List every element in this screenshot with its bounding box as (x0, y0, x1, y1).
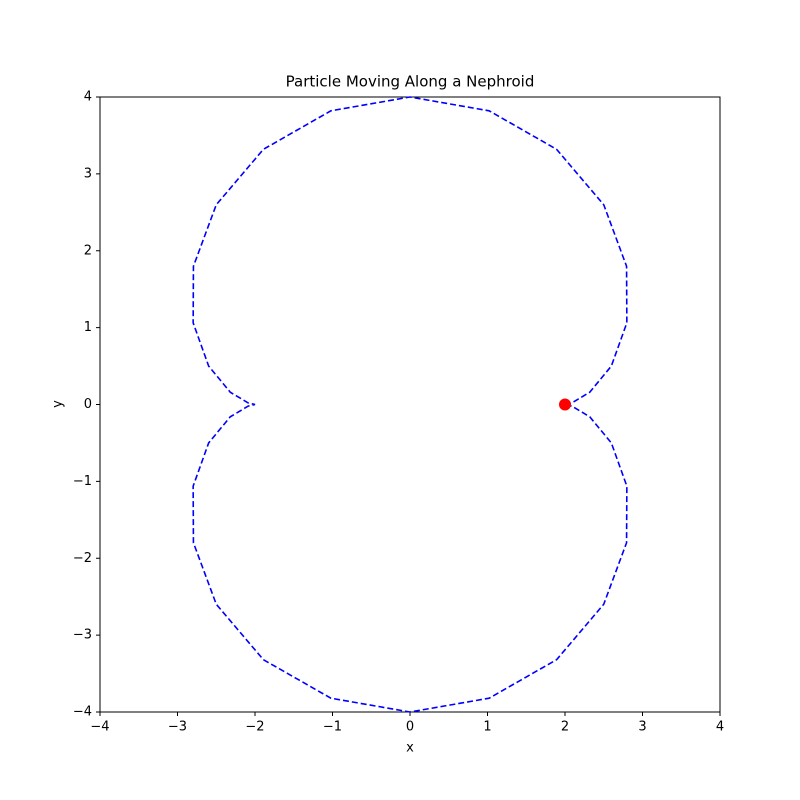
y-tick-label: 2 (84, 243, 92, 258)
particle (559, 398, 571, 411)
y-axis-label: y (51, 400, 66, 408)
y-tick-label: −2 (73, 551, 92, 566)
x-tick-label: 1 (483, 720, 491, 735)
x-tick-label: −3 (168, 720, 187, 735)
y-tick-label: −3 (73, 628, 92, 643)
plot-frame (99, 96, 721, 713)
y-tick-label: 0 (84, 397, 92, 412)
x-tick-label: −1 (323, 720, 342, 735)
x-tick-label: 0 (406, 720, 414, 735)
x-tick-label: −4 (90, 720, 109, 735)
x-tick-label: 2 (561, 720, 569, 735)
y-tick-label: −4 (73, 705, 92, 720)
y-tick-label: −1 (73, 474, 92, 489)
x-tick-label: 4 (716, 720, 724, 735)
x-tick-label: −2 (245, 720, 264, 735)
x-axis-label: x (406, 741, 414, 756)
curve (192, 96, 628, 713)
y-tick-label: 4 (84, 90, 92, 105)
y-tick-label: 1 (84, 320, 92, 335)
chart-title: Particle Moving Along a Nephroid (286, 73, 535, 91)
x-tick-label: 3 (638, 720, 646, 735)
y-tick-label: 3 (84, 166, 92, 181)
